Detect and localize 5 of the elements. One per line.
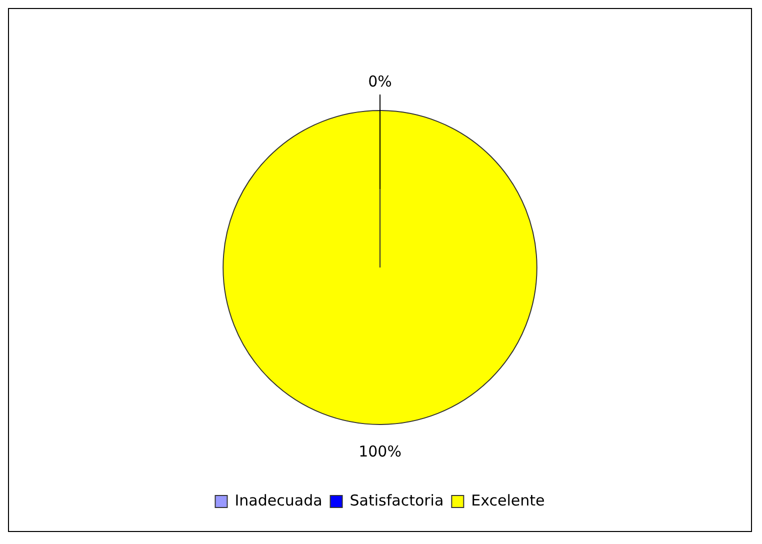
data-label: 100% — [358, 442, 402, 460]
legend-label: Excelente — [471, 491, 545, 510]
legend-label: Satisfactoria — [350, 491, 444, 510]
legend-label: Inadecuada — [234, 491, 322, 510]
text: 0% — [368, 72, 392, 90]
